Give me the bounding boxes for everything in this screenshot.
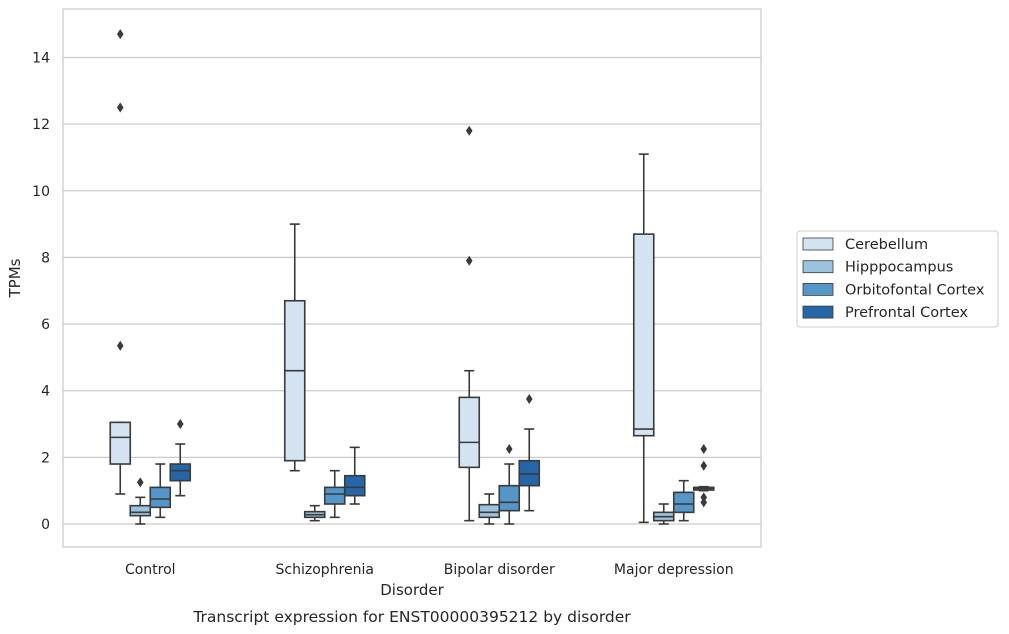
box-orbitofontal-cortex-2 xyxy=(498,444,521,525)
x-axis-ticks: Control Schizophrenia Bipolar disorder Majo… xyxy=(125,562,734,578)
x-axis-title: Disorder xyxy=(380,581,444,599)
legend-label: Cerebellum xyxy=(845,237,928,253)
outlier-point-1 xyxy=(116,102,124,113)
box-hipppocampus-1 xyxy=(303,504,326,522)
box-iqr xyxy=(323,486,346,505)
x-tick-label-major-depression: Major depression xyxy=(614,562,734,578)
y-axis-title: TPMs xyxy=(6,258,24,298)
box-iqr xyxy=(518,459,541,487)
x-tick-label-bipolar-disorder: Bipolar disorder xyxy=(444,562,555,578)
box-iqr xyxy=(498,484,521,512)
box-iqr xyxy=(458,396,481,469)
box-iqr xyxy=(672,491,695,514)
box-iqr xyxy=(283,299,306,462)
legend-label: Orbitofontal Cortex xyxy=(845,282,985,298)
x-tick-label-schizophrenia: Schizophrenia xyxy=(276,562,374,578)
y-tick-label-12: 12 xyxy=(32,117,50,133)
y-tick-label-0: 0 xyxy=(41,517,50,533)
box-prefrontal-cortex-1 xyxy=(343,446,366,505)
outlier-point-0 xyxy=(525,394,533,405)
legend-label: Prefrontal Cortex xyxy=(845,305,968,321)
box-hipppocampus-0 xyxy=(129,477,152,525)
legend-items: Cerebellum Hipppocampus Orbitofontal Corte… xyxy=(802,237,985,321)
outlier-point-0 xyxy=(465,255,473,266)
box-hipppocampus-3 xyxy=(652,503,675,525)
box-iqr xyxy=(129,504,152,517)
gridlines xyxy=(63,56,761,525)
legend-item-hipppocampus: Hipppocampus xyxy=(802,260,953,276)
legend-label: Hipppocampus xyxy=(845,260,953,276)
box-cerebellum-1 xyxy=(283,223,306,472)
legend-swatch xyxy=(802,305,834,319)
legend-swatch xyxy=(802,237,834,251)
box-prefrontal-cortex-0 xyxy=(169,419,192,497)
box-iqr xyxy=(169,463,192,482)
legend-item-prefrontal-cortex: Prefrontal Cortex xyxy=(802,305,968,321)
box-iqr xyxy=(109,421,132,465)
box-cerebellum-3 xyxy=(632,153,655,524)
y-tick-label-8: 8 xyxy=(41,250,50,266)
legend-item-orbitofontal-cortex: Orbitofontal Cortex xyxy=(802,282,985,298)
legend-swatch xyxy=(802,282,834,296)
plot-area-frame xyxy=(62,8,762,548)
outlier-point-0 xyxy=(116,340,124,351)
outlier-point-1 xyxy=(700,492,708,503)
outlier-point-2 xyxy=(116,29,124,40)
box-orbitofontal-cortex-1 xyxy=(323,469,346,519)
outlier-point-2 xyxy=(700,460,708,471)
outlier-point-0 xyxy=(136,477,144,488)
y-axis-ticks: 0 2 4 6 8 10 12 14 xyxy=(32,51,50,534)
box-orbitofontal-cortex-3 xyxy=(672,479,695,522)
box-iqr xyxy=(343,474,366,497)
box-iqr xyxy=(478,503,501,519)
outlier-point-3 xyxy=(700,444,708,455)
box-orbitofontal-cortex-0 xyxy=(149,463,172,519)
box-iqr xyxy=(632,233,655,437)
y-tick-label-10: 10 xyxy=(32,184,50,200)
outlier-point-0 xyxy=(505,444,513,455)
legend: Cerebellum Hipppocampus Orbitofontal Corte… xyxy=(796,230,999,328)
box-cerebellum-0 xyxy=(109,29,132,495)
y-tick-label-6: 6 xyxy=(41,317,50,333)
y-tick-label-4: 4 xyxy=(41,384,50,400)
chart-caption: Transcript expression for ENST0000039521… xyxy=(192,608,631,626)
box-prefrontal-cortex-3 xyxy=(692,444,715,508)
x-tick-label-control: Control xyxy=(125,562,176,578)
y-tick-label-2: 2 xyxy=(41,450,50,466)
outlier-point-0 xyxy=(176,419,184,430)
legend-frame xyxy=(796,230,999,328)
boxplot-layer xyxy=(109,29,715,525)
box-prefrontal-cortex-2 xyxy=(518,394,541,512)
box-iqr xyxy=(149,486,172,509)
legend-item-cerebellum: Cerebellum xyxy=(802,237,928,253)
outlier-point-1 xyxy=(465,125,473,136)
box-hipppocampus-2 xyxy=(478,493,501,525)
legend-swatch xyxy=(802,260,834,274)
y-tick-label-14: 14 xyxy=(32,51,50,67)
box-cerebellum-2 xyxy=(458,125,481,522)
